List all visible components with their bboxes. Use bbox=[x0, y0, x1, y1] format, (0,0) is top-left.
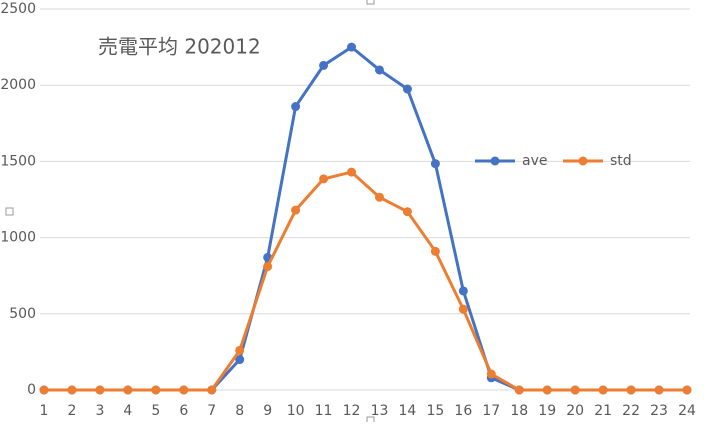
x-tick-label: 12 bbox=[343, 403, 361, 419]
data-point bbox=[402, 207, 412, 217]
x-tick-label: 17 bbox=[482, 403, 500, 419]
data-point bbox=[319, 174, 329, 184]
x-tick-label: 8 bbox=[235, 403, 244, 419]
data-point bbox=[682, 385, 692, 395]
x-tick-label: 24 bbox=[678, 403, 696, 419]
data-point bbox=[430, 159, 440, 169]
series-line bbox=[44, 170, 687, 392]
x-tick-label: 6 bbox=[179, 403, 188, 419]
x-tick-label: 7 bbox=[207, 403, 216, 419]
x-tick-label: 13 bbox=[371, 403, 389, 419]
data-point bbox=[374, 192, 384, 202]
legend-marker bbox=[490, 156, 500, 166]
chart-title: 売電平均 202012 bbox=[98, 35, 261, 59]
y-tick-label: 0 bbox=[27, 382, 36, 398]
x-tick-label: 22 bbox=[622, 403, 640, 419]
x-tick-label: 4 bbox=[123, 403, 132, 419]
data-point bbox=[458, 286, 468, 296]
data-point bbox=[626, 385, 636, 395]
data-point bbox=[542, 385, 552, 395]
data-point bbox=[39, 385, 49, 395]
data-point bbox=[347, 42, 357, 52]
data-point bbox=[291, 205, 301, 215]
y-tick-label: 2500 bbox=[0, 1, 36, 17]
data-point bbox=[207, 385, 217, 395]
y-tick-label: 2000 bbox=[0, 77, 36, 93]
data-point bbox=[67, 385, 77, 395]
data-point bbox=[402, 84, 412, 94]
data-point bbox=[514, 385, 524, 395]
x-tick-label: 19 bbox=[538, 403, 556, 419]
data-point bbox=[570, 385, 580, 395]
x-tick-label: 20 bbox=[566, 403, 584, 419]
data-point bbox=[291, 102, 301, 112]
data-point bbox=[598, 385, 608, 395]
data-point bbox=[374, 65, 384, 75]
legend-label: ave bbox=[522, 153, 547, 169]
y-tick-label: 500 bbox=[9, 306, 36, 322]
x-tick-label: 21 bbox=[594, 403, 612, 419]
data-point bbox=[319, 60, 329, 70]
x-tick-label: 5 bbox=[151, 403, 160, 419]
resize-handle[interactable] bbox=[366, 0, 375, 5]
x-tick-label: 2 bbox=[67, 403, 76, 419]
x-tick-label: 16 bbox=[454, 403, 472, 419]
data-point bbox=[123, 385, 133, 395]
legend-marker bbox=[578, 156, 588, 166]
x-tick-label: 9 bbox=[263, 403, 272, 419]
data-point bbox=[654, 385, 664, 395]
x-tick-label: 3 bbox=[95, 403, 104, 419]
x-tick-label: 11 bbox=[315, 403, 333, 419]
x-tick-label: 23 bbox=[650, 403, 668, 419]
x-tick-label: 15 bbox=[426, 403, 444, 419]
y-tick-label: 1000 bbox=[0, 230, 36, 246]
data-point bbox=[486, 369, 496, 379]
data-point bbox=[235, 355, 245, 365]
x-tick-label: 14 bbox=[399, 403, 417, 419]
data-point bbox=[458, 304, 468, 314]
data-point bbox=[430, 246, 440, 256]
data-point bbox=[235, 345, 245, 355]
x-tick-label: 1 bbox=[40, 403, 49, 419]
data-point bbox=[179, 385, 189, 395]
x-tick-label: 10 bbox=[287, 403, 305, 419]
resize-handle[interactable] bbox=[5, 207, 14, 216]
data-point bbox=[151, 385, 161, 395]
data-point bbox=[95, 385, 105, 395]
data-point bbox=[263, 262, 273, 272]
legend-label: std bbox=[610, 153, 632, 169]
x-tick-label: 18 bbox=[510, 403, 528, 419]
y-tick-label: 1500 bbox=[0, 153, 36, 169]
data-point bbox=[347, 167, 357, 177]
